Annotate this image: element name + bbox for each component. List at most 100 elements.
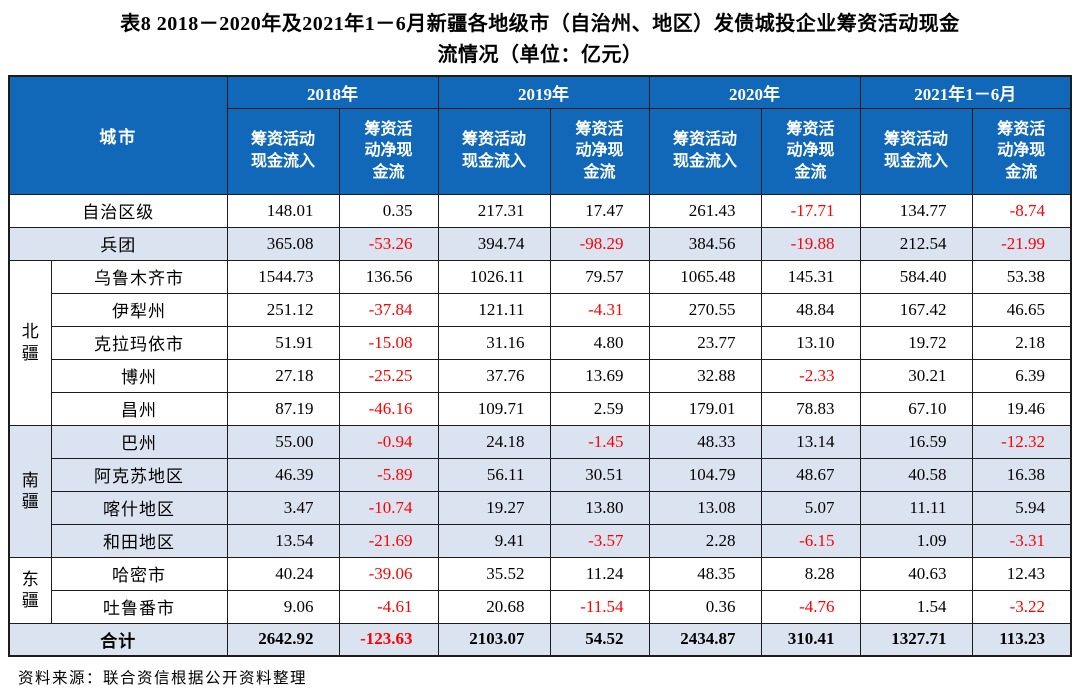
city-name-cell: 克拉玛依市 (50, 325, 228, 360)
value-cell: 31.16 (437, 325, 551, 360)
city-name-cell: 哈密市 (50, 556, 228, 591)
table-title-line1: 表8 2018－2020年及2021年1－6月新疆各地级市（自治州、地区）发债城… (120, 13, 960, 35)
value-cell: 1327.71 (859, 622, 973, 657)
value-cell: 310.41 (760, 622, 861, 657)
subheader-row: 筹资活动 现金流入 筹资活 动净现 金流 筹资活动 现金流入 筹资活 动净现 金… (9, 107, 1072, 195)
value-cell: -5.89 (338, 457, 439, 492)
value-cell: -46.16 (338, 391, 439, 426)
value-cell: 261.43 (648, 193, 762, 228)
value-cell: 1.09 (859, 523, 973, 558)
city-name-cell: 兵团 (8, 226, 228, 261)
value-cell: 46.39 (226, 457, 340, 492)
value-cell: 167.42 (859, 292, 973, 327)
value-cell: 384.56 (648, 226, 762, 261)
value-cell: 212.54 (859, 226, 973, 261)
value-cell: -25.25 (338, 358, 439, 393)
value-cell: 136.56 (338, 259, 439, 294)
value-cell: 54.52 (549, 622, 650, 657)
table-row: 南 疆巴州 55.00 -0.94 24.18 -1.45 48.33 13.14 16.59… (8, 424, 1072, 558)
value-cell: 13.14 (760, 424, 861, 459)
table-row: 博州 27.18 -25.25 37.76 13.69 32.88 -2.33 30.21 6.… (9, 358, 1072, 393)
value-cell: 11.24 (549, 556, 650, 591)
value-cell: -12.32 (971, 424, 1072, 459)
year-header-2021h1: 2021年1－6月 (859, 75, 1072, 109)
table-row: 阿克苏地区 46.39 -5.89 56.11 30.51 104.79 48.67 40.5… (9, 457, 1072, 492)
value-cell: 1544.73 (226, 259, 340, 294)
value-cell: -3.57 (549, 523, 650, 558)
value-cell: 51.91 (226, 325, 340, 360)
value-cell: 13.80 (549, 490, 650, 525)
table-title-line2: 流情况（单位：亿元） (437, 44, 643, 66)
value-cell: -19.88 (760, 226, 861, 261)
city-name-cell: 吐鲁番市 (50, 589, 228, 624)
table-row: 北 疆乌鲁木齐市 1544.73 136.56 1026.11 79.57 1065.48… (8, 259, 1072, 426)
value-cell: 5.94 (971, 490, 1072, 525)
value-cell: -39.06 (338, 556, 439, 591)
value-cell: 2.18 (971, 325, 1072, 360)
total-label-cell: 合计 (8, 622, 228, 657)
city-name-cell: 喀什地区 (50, 490, 228, 525)
value-cell: 6.39 (971, 358, 1072, 393)
value-cell: -15.08 (338, 325, 439, 360)
table-row: 和田地区 13.54 -21.69 9.41 -3.57 2.28 -6.15 1.09 -3.… (9, 523, 1072, 558)
value-cell: 16.59 (859, 424, 973, 459)
year-header-2018: 2018年 (226, 75, 439, 109)
value-cell: 109.71 (437, 391, 551, 426)
value-cell: 8.28 (760, 556, 861, 591)
value-cell: 20.68 (437, 589, 551, 624)
year-header-2020: 2020年 (648, 75, 861, 109)
value-cell: 5.07 (760, 490, 861, 525)
table-row: 吐鲁番市 9.06 -4.61 20.68 -11.54 0.36 -4.76 1.54 -3.… (9, 589, 1072, 624)
city-name-cell: 伊犁州 (50, 292, 228, 327)
value-cell: 19.46 (971, 391, 1072, 426)
table-row: 伊犁州 251.12 -37.84 121.11 -4.31 270.55 48.84 167… (9, 292, 1072, 327)
value-cell: -4.61 (338, 589, 439, 624)
table-row: 昌州 87.19 -46.16 109.71 2.59 179.01 78.83 67.10 1… (9, 391, 1072, 426)
value-cell: -2.33 (760, 358, 861, 393)
subheader-netflow-2021h1: 筹资活 动净现 金流 (971, 107, 1072, 195)
value-cell: -21.69 (338, 523, 439, 558)
value-cell: 179.01 (648, 391, 762, 426)
value-cell: 1.54 (859, 589, 973, 624)
value-cell: 56.11 (437, 457, 551, 492)
value-cell: 1026.11 (437, 259, 551, 294)
value-cell: -11.54 (549, 589, 650, 624)
value-cell: 17.47 (549, 193, 650, 228)
value-cell: 13.54 (226, 523, 340, 558)
value-cell: 30.51 (549, 457, 650, 492)
value-cell: 2434.87 (648, 622, 762, 657)
value-cell: 11.11 (859, 490, 973, 525)
value-cell: -8.74 (971, 193, 1072, 228)
subheader-netflow-2019: 筹资活 动净现 金流 (549, 107, 650, 195)
value-cell: 67.10 (859, 391, 973, 426)
value-cell: 46.65 (971, 292, 1072, 327)
value-cell: 0.35 (338, 193, 439, 228)
value-cell: 145.31 (760, 259, 861, 294)
table-body: 自治区级 148.01 0.35 217.31 17.47 261.43 -17.71 134… (8, 193, 1072, 657)
value-cell: 148.01 (226, 193, 340, 228)
value-cell: -6.15 (760, 523, 861, 558)
city-name-cell: 和田地区 (50, 523, 228, 558)
value-cell: 134.77 (859, 193, 973, 228)
value-cell: 32.88 (648, 358, 762, 393)
value-cell: 365.08 (226, 226, 340, 261)
region-group-cell: 东 疆 (8, 556, 52, 624)
value-cell: -53.26 (338, 226, 439, 261)
value-cell: 2642.92 (226, 622, 340, 657)
value-cell: 394.74 (437, 226, 551, 261)
value-cell: 0.36 (648, 589, 762, 624)
value-cell: 24.18 (437, 424, 551, 459)
value-cell: 27.18 (226, 358, 340, 393)
value-cell: 217.31 (437, 193, 551, 228)
value-cell: 78.83 (760, 391, 861, 426)
value-cell: 12.43 (971, 556, 1072, 591)
value-cell: 40.63 (859, 556, 973, 591)
value-cell: 9.06 (226, 589, 340, 624)
value-cell: 2.28 (648, 523, 762, 558)
value-cell: 79.57 (549, 259, 650, 294)
table-row: 克拉玛依市 51.91 -15.08 31.16 4.80 23.77 13.10 19.72… (9, 325, 1072, 360)
value-cell: 35.52 (437, 556, 551, 591)
table-row: 东 疆哈密市 40.24 -39.06 35.52 11.24 48.35 8.28 40.6… (8, 556, 1072, 624)
total-row: 合计 2642.92 -123.63 2103.07 54.52 2434.87 310.4… (8, 622, 1072, 657)
value-cell: -10.74 (338, 490, 439, 525)
